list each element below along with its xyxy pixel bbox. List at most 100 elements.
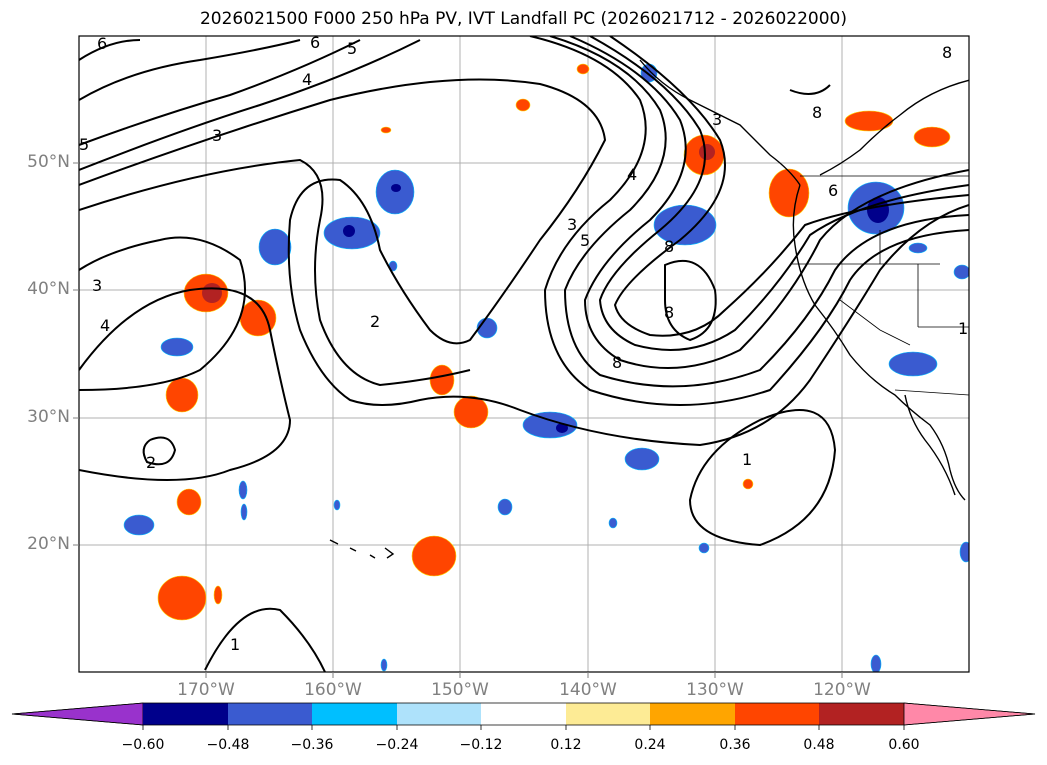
pv-blob <box>380 658 388 672</box>
pv-blob <box>238 480 248 500</box>
pv-blob <box>908 242 928 254</box>
contour-label: 2 <box>146 453 156 472</box>
pv-blob <box>497 498 513 516</box>
lat-label: 40°N <box>27 279 70 299</box>
contour-label: 4 <box>627 165 637 184</box>
pv-blob <box>624 447 660 471</box>
colorbar-tick-marks <box>142 725 905 730</box>
colorbar <box>11 702 1036 726</box>
colorbar-segment <box>735 703 819 725</box>
colorbar-tick-label: −0.48 <box>206 737 250 753</box>
contour-label: 5 <box>580 231 590 250</box>
contour-label-layer: 6 6 5 4 3 3 4 5 3 4 2 2 3 5 8 8 8 8 8 6 … <box>79 33 968 654</box>
pv-blob <box>913 126 951 148</box>
colorbar-tick-label: −0.24 <box>375 737 419 753</box>
contour-label: 1 <box>958 319 968 338</box>
pv-blob <box>165 377 199 413</box>
pv-blob <box>698 542 710 554</box>
colorbar-tick-label: −0.60 <box>121 737 165 753</box>
colorbar-segment <box>143 703 228 725</box>
colorbar-tick-label: −0.36 <box>290 737 334 753</box>
pv-blob <box>391 184 401 192</box>
pv-negative-anomalies <box>123 63 969 672</box>
contour-label: 5 <box>79 135 89 154</box>
map-border <box>78 35 970 673</box>
lon-label: 170°W <box>177 680 235 700</box>
coastlines <box>329 59 969 559</box>
pv-blob <box>240 503 248 521</box>
pv-blob <box>157 575 207 621</box>
pv-blob <box>213 585 223 605</box>
pv-blob <box>699 144 715 160</box>
pv-blob <box>953 264 969 280</box>
pv-blob <box>867 197 889 223</box>
pv-blob <box>411 535 457 577</box>
pv-blob <box>844 110 894 132</box>
pv-blob <box>380 126 392 134</box>
lat-label: 20°N <box>27 534 70 554</box>
map-area: 6 6 5 4 3 3 4 5 3 4 2 2 3 5 8 8 8 8 8 6 … <box>79 33 969 672</box>
pv-positive-anomalies <box>157 63 951 621</box>
pv-blob <box>202 283 222 303</box>
pv-blob <box>123 514 155 536</box>
colorbar-segment <box>566 703 650 725</box>
colorbar-tick-label: −0.12 <box>459 737 503 753</box>
pv-contours <box>79 36 969 672</box>
lon-label: 160°W <box>304 680 362 700</box>
contour-label: 8 <box>664 237 674 256</box>
colorbar-segment <box>650 703 735 725</box>
pv-blob <box>333 499 341 511</box>
pv-blob <box>343 225 355 237</box>
contour-label: 6 <box>828 181 838 200</box>
lon-label: 140°W <box>559 680 617 700</box>
pv-blob <box>453 395 489 429</box>
pv-blob <box>576 63 590 75</box>
lon-label: 150°W <box>431 680 489 700</box>
colorbar-segment <box>481 703 566 725</box>
pv-blob <box>429 364 455 396</box>
pv-blob <box>160 337 194 357</box>
contour-label: 6 <box>97 34 107 53</box>
lat-label: 30°N <box>27 407 70 427</box>
pv-blob <box>768 168 810 218</box>
pv-blob <box>742 478 754 490</box>
contour-label: 1 <box>742 450 752 469</box>
lon-label: 130°W <box>686 680 744 700</box>
colorbar-segment <box>819 703 904 725</box>
colorbar-segment <box>228 703 312 725</box>
colorbar-segment <box>11 702 144 726</box>
pv-blob <box>375 169 415 215</box>
contour-label: 8 <box>942 43 952 62</box>
colorbar-segment <box>903 702 1036 726</box>
lat-label: 50°N <box>27 152 70 172</box>
colorbar-tick-label: 0.12 <box>550 737 582 753</box>
pv-blob <box>870 654 882 672</box>
contour-label: 1 <box>230 635 240 654</box>
colorbar-tick-label: 0.36 <box>719 737 751 753</box>
contour-label: 3 <box>212 126 222 145</box>
contour-label: 3 <box>712 110 722 129</box>
contour-label: 8 <box>612 353 622 372</box>
colorbar-segment <box>312 703 397 725</box>
contour-label: 3 <box>567 215 577 234</box>
colorbar-tick-label: 0.60 <box>888 737 920 753</box>
contour-label: 8 <box>664 303 674 322</box>
contour-label: 3 <box>92 276 102 295</box>
pv-blob <box>608 517 618 529</box>
contour-label: 6 <box>310 33 320 52</box>
contour-label: 5 <box>347 39 357 58</box>
figure-title: 2026021500 F000 250 hPa PV, IVT Landfall… <box>199 9 847 29</box>
contour-label: 8 <box>812 103 822 122</box>
pv-blob <box>888 351 938 377</box>
colorbar-tick-label: 0.48 <box>803 737 835 753</box>
contour-label: 4 <box>100 316 110 335</box>
colorbar-segment <box>397 703 481 725</box>
lon-label: 120°W <box>813 680 871 700</box>
contour-label: 4 <box>302 70 312 89</box>
pv-blob <box>258 228 292 266</box>
axis-ticks <box>73 162 843 678</box>
pv-blob <box>176 488 202 516</box>
pv-blob <box>515 98 531 112</box>
contour-label: 2 <box>370 312 380 331</box>
